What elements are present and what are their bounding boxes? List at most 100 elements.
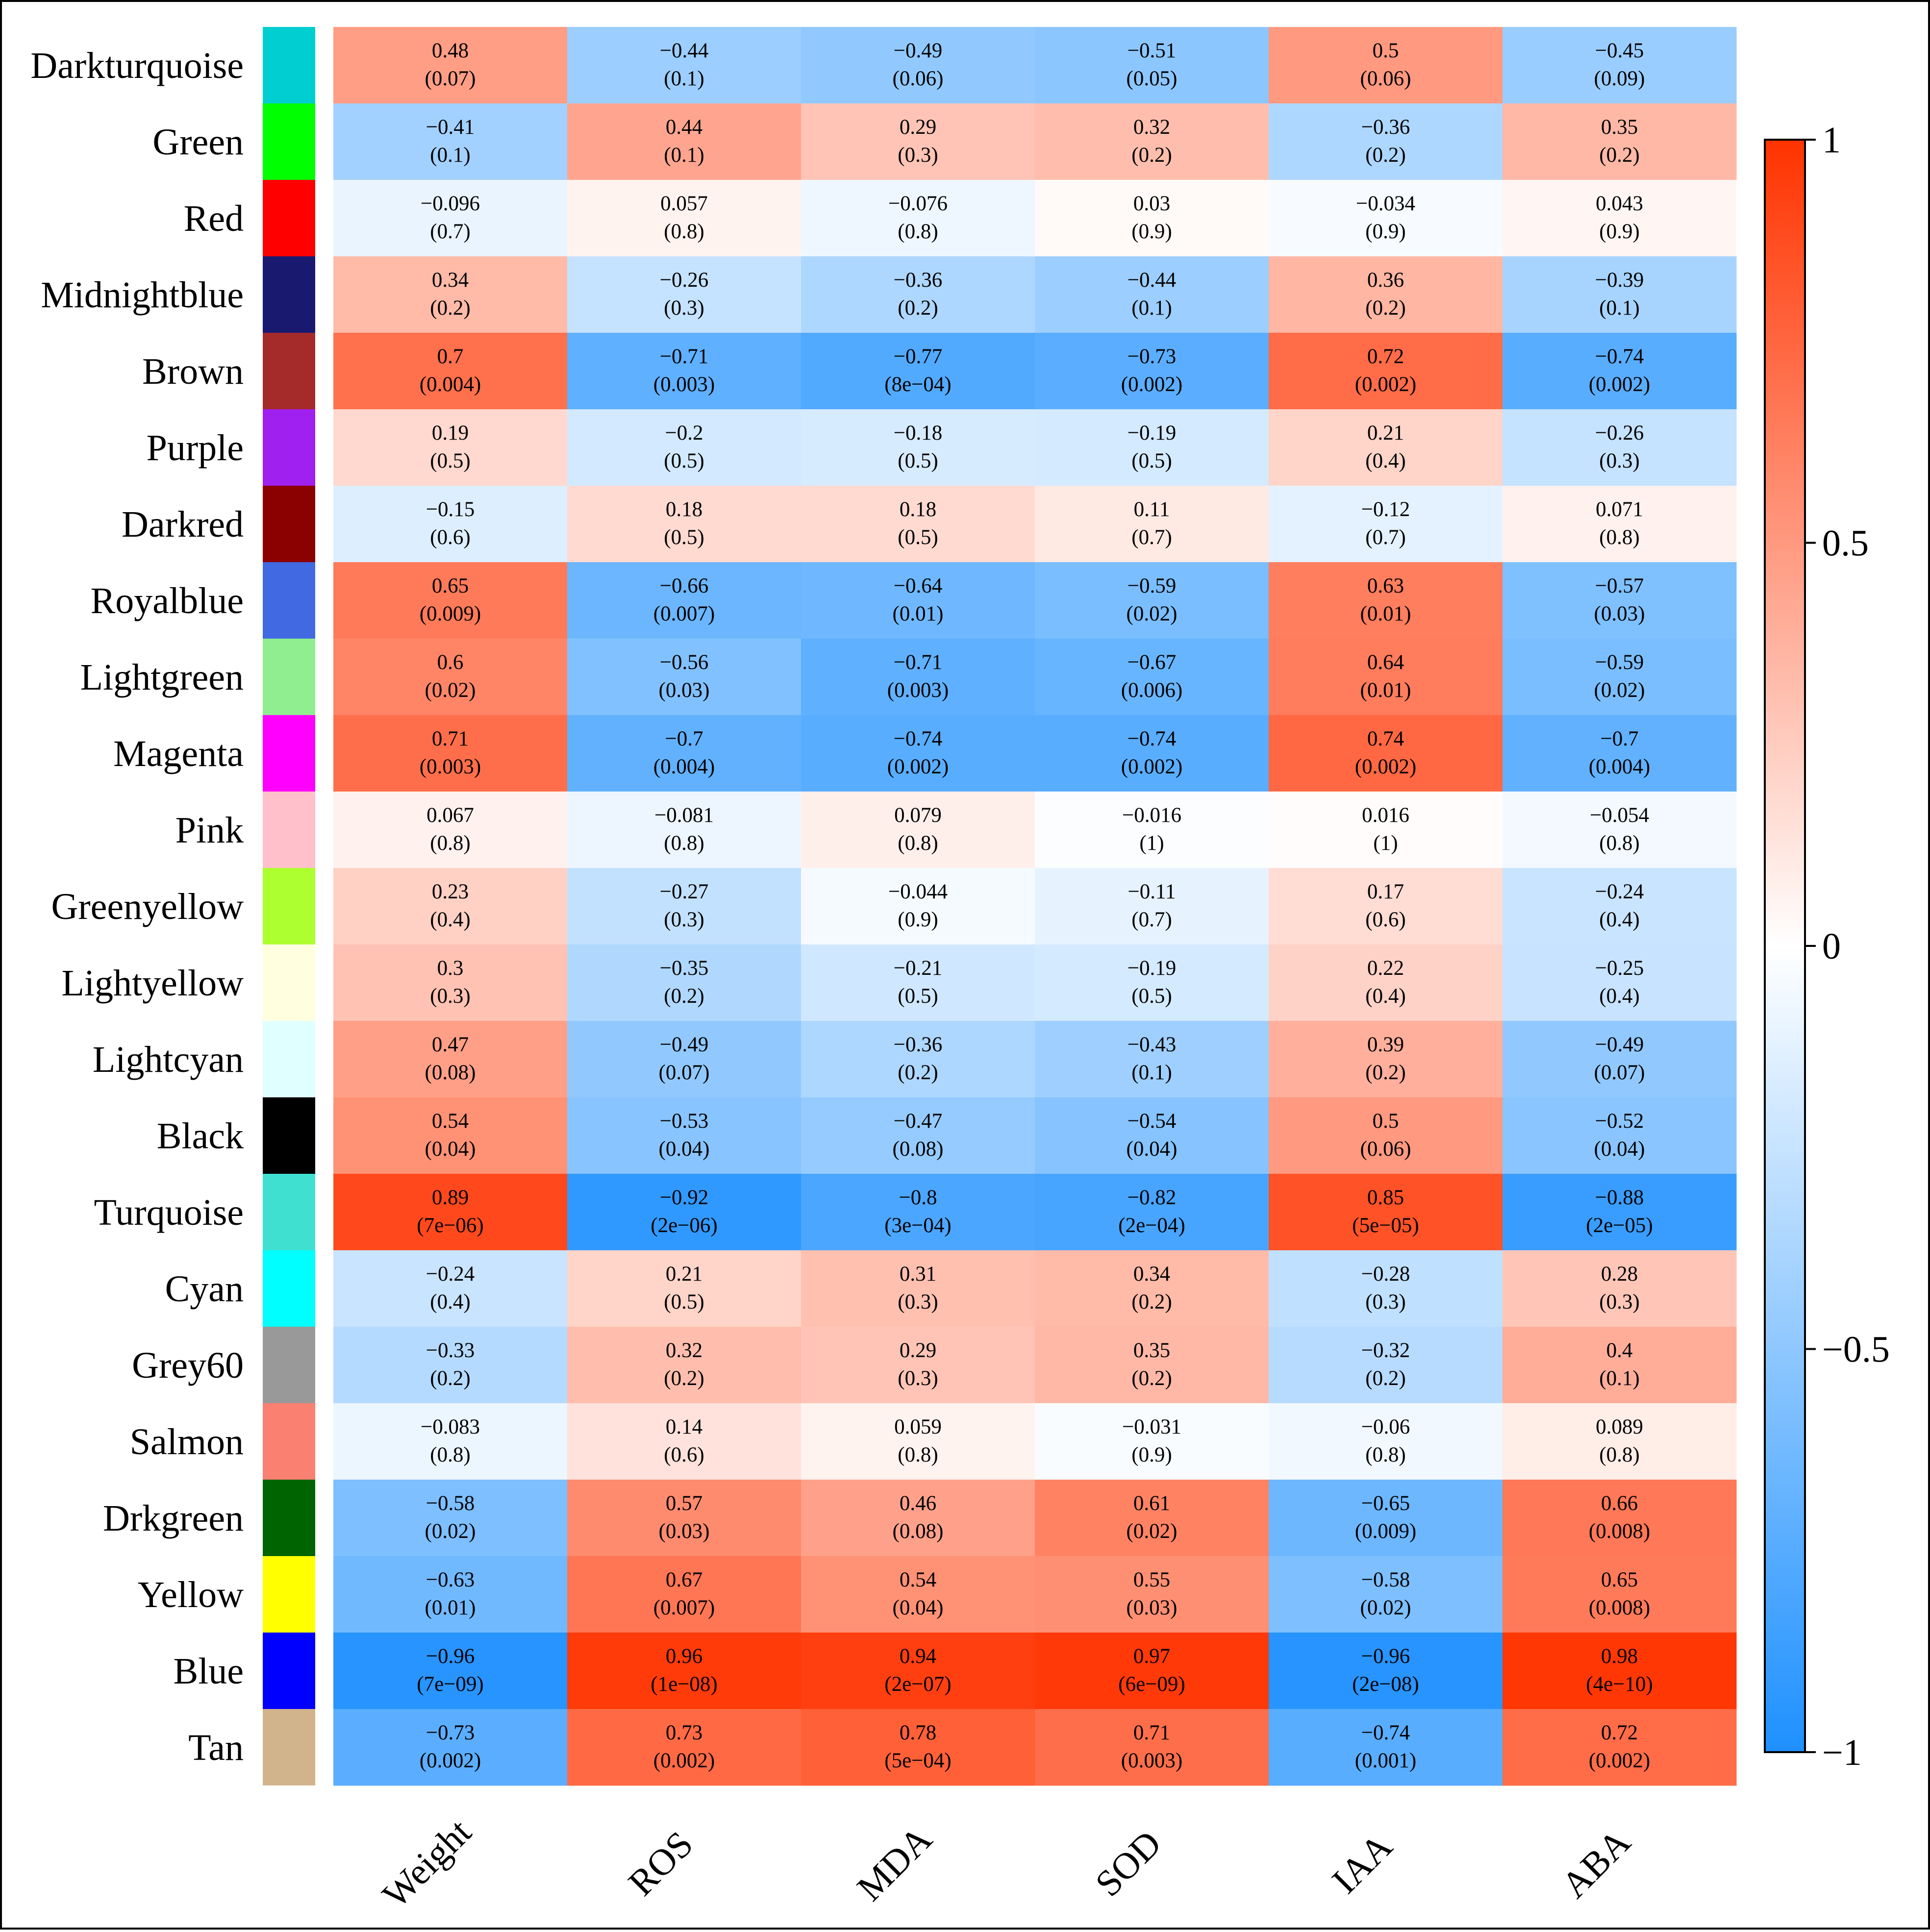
cell-correlation-label: −0.64 xyxy=(894,574,943,597)
module-swatch xyxy=(263,27,315,103)
heatmap-cell: −0.33 (0.2) xyxy=(333,1327,568,1404)
cell-fill xyxy=(1269,103,1503,180)
module-swatch xyxy=(263,1327,315,1403)
cell-correlation-label: −0.33 xyxy=(426,1339,475,1362)
heatmap-cell: 0.089 (0.8) xyxy=(1503,1403,1737,1480)
heatmap-cell: 0.31 (0.3) xyxy=(801,1250,1035,1327)
cell-fill xyxy=(1503,1556,1737,1633)
heatmap-cell: −0.26 (0.3) xyxy=(1503,409,1737,486)
cell-fill xyxy=(1269,256,1503,333)
cell-correlation-label: 0.78 xyxy=(900,1721,936,1744)
cell-pvalue-label: (0.08) xyxy=(893,1138,944,1161)
cell-correlation-label: 0.46 xyxy=(900,1492,936,1515)
cell-pvalue-label: (0.5) xyxy=(430,449,470,472)
cell-correlation-label: −0.016 xyxy=(1122,804,1181,827)
cell-fill xyxy=(1269,792,1503,868)
heatmap-cell: −0.19 (0.5) xyxy=(1035,409,1269,486)
cell-correlation-label: −0.36 xyxy=(894,1033,943,1056)
heatmap-cell: −0.59 (0.02) xyxy=(1035,562,1269,639)
heatmap-cell: 0.72 (0.002) xyxy=(1503,1709,1737,1786)
cell-fill xyxy=(801,256,1035,333)
heatmap-cell: 0.55 (0.03) xyxy=(1035,1556,1269,1633)
cell-fill xyxy=(1035,562,1269,639)
cell-fill xyxy=(1269,944,1503,1021)
cell-fill xyxy=(1503,486,1737,563)
cell-correlation-label: −0.44 xyxy=(660,39,709,62)
heatmap-cell: −0.016 (1) xyxy=(1035,792,1269,868)
module-swatch xyxy=(263,1403,315,1480)
cell-fill xyxy=(1503,792,1737,868)
cell-pvalue-label: (0.5) xyxy=(1131,985,1172,1008)
heatmap-cell: 0.46 (0.08) xyxy=(801,1480,1035,1557)
cell-pvalue-label: (0.002) xyxy=(887,755,949,778)
cell-pvalue-label: (0.04) xyxy=(1127,1138,1178,1161)
cell-correlation-label: −0.49 xyxy=(660,1033,709,1056)
cell-fill xyxy=(333,1097,568,1174)
module-swatch xyxy=(263,256,315,333)
cell-fill xyxy=(1269,1403,1503,1480)
module-swatch xyxy=(263,1021,315,1097)
cell-pvalue-label: (0.8) xyxy=(430,832,470,855)
cell-correlation-label: −0.11 xyxy=(1128,880,1176,903)
cell-pvalue-label: (0.8) xyxy=(664,832,704,855)
row-label: Salmon xyxy=(130,1421,244,1462)
heatmap-cell: −0.32 (0.2) xyxy=(1269,1327,1503,1404)
cell-correlation-label: −0.47 xyxy=(894,1110,943,1133)
cell-fill xyxy=(1035,1097,1269,1174)
cell-correlation-label: −0.74 xyxy=(894,727,943,750)
cell-correlation-label: −0.59 xyxy=(1595,651,1644,674)
heatmap-cell: 0.18 (0.5) xyxy=(801,486,1035,563)
heatmap-cell: 0.61 (0.02) xyxy=(1035,1480,1269,1557)
cell-pvalue-label: (0.7) xyxy=(1131,526,1172,549)
cell-fill xyxy=(1503,639,1737,716)
heatmap-cell: −0.73 (0.002) xyxy=(1035,333,1269,410)
heatmap-cell: −0.63 (0.01) xyxy=(333,1556,568,1633)
heatmap-cell: −0.24 (0.4) xyxy=(1503,868,1737,945)
colorbar-tick-label: 0 xyxy=(1822,926,1841,967)
module-swatch xyxy=(263,1480,315,1556)
cell-correlation-label: −0.58 xyxy=(426,1492,475,1515)
module-swatch xyxy=(263,1250,315,1327)
cell-fill xyxy=(1503,1097,1737,1174)
row-label: Lightcyan xyxy=(93,1039,244,1080)
cell-fill xyxy=(567,1174,802,1251)
cell-correlation-label: −0.88 xyxy=(1595,1186,1644,1209)
heatmap-cell: 0.29 (0.3) xyxy=(801,1327,1035,1404)
cell-correlation-label: −0.076 xyxy=(888,192,948,215)
cell-correlation-label: 0.29 xyxy=(900,1339,936,1362)
heatmap-cell: −0.51 (0.05) xyxy=(1035,27,1269,104)
cell-pvalue-label: (0.8) xyxy=(898,1443,938,1466)
cell-pvalue-label: (0.8) xyxy=(430,1443,470,1466)
cell-pvalue-label: (0.2) xyxy=(1365,1367,1405,1390)
cell-fill xyxy=(801,1250,1035,1327)
cell-fill xyxy=(1503,868,1737,945)
cell-fill xyxy=(567,639,802,716)
module-swatch xyxy=(263,180,315,256)
cell-pvalue-label: (0.002) xyxy=(1121,755,1182,778)
cell-fill xyxy=(1269,1633,1503,1709)
cell-fill xyxy=(1269,1480,1503,1557)
cell-pvalue-label: (0.007) xyxy=(653,602,715,625)
cell-fill xyxy=(1503,1403,1737,1480)
heatmap-cell: −0.64 (0.01) xyxy=(801,562,1035,639)
row-label: Darkturquoise xyxy=(30,45,244,86)
cell-correlation-label: −0.44 xyxy=(1128,269,1177,292)
cell-correlation-label: −0.15 xyxy=(426,498,475,521)
cell-fill xyxy=(333,333,568,410)
cell-fill xyxy=(801,1097,1035,1174)
cell-pvalue-label: (0.1) xyxy=(1131,1061,1172,1084)
cell-pvalue-label: (0.8) xyxy=(898,832,938,855)
row-label: Cyan xyxy=(165,1268,244,1310)
cell-pvalue-label: (0.002) xyxy=(653,1749,715,1772)
cell-correlation-label: −0.26 xyxy=(1595,421,1644,445)
module-swatch xyxy=(263,333,315,409)
heatmap-cell: 0.89 (7e−06) xyxy=(333,1174,568,1251)
heatmap-cell: −0.54 (0.04) xyxy=(1035,1097,1269,1174)
cell-correlation-label: −0.27 xyxy=(660,880,709,903)
cell-fill xyxy=(1503,1633,1737,1709)
cell-fill xyxy=(333,1709,568,1786)
cell-pvalue-label: (0.01) xyxy=(425,1596,476,1619)
heatmap-cell: 0.3 (0.3) xyxy=(333,944,568,1021)
cell-correlation-label: −0.32 xyxy=(1361,1339,1410,1362)
